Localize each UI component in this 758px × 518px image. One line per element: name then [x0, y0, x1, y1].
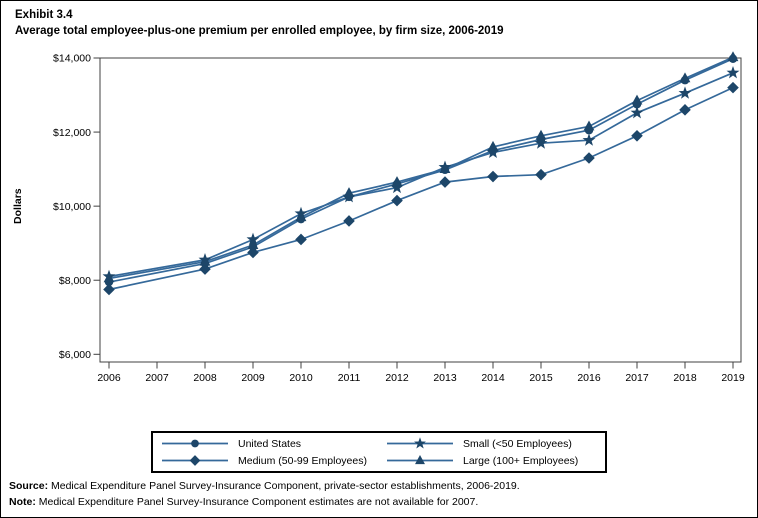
legend-item-large: Large (100+ Employees) — [384, 453, 599, 468]
series-line-triangle — [108, 56, 734, 280]
y-tick-label: $8,000 — [59, 275, 91, 287]
x-tick-label: 2007 — [145, 372, 169, 384]
legend-item-medium: Medium (50-99 Employees) — [159, 453, 384, 468]
x-tick-label: 2011 — [338, 372, 361, 384]
star-marker-icon — [387, 437, 453, 449]
x-tick-label: 2012 — [385, 372, 409, 384]
note-text: Medical Expenditure Panel Survey-Insuran… — [35, 496, 479, 508]
x-tick-label: 2017 — [625, 372, 649, 384]
source-label: Source: — [9, 480, 49, 492]
x-tick-label: 2010 — [289, 372, 313, 384]
x-tick-label: 2008 — [193, 372, 217, 384]
series-markers-diamond — [103, 81, 739, 296]
legend-item-small: Small (<50 Employees) — [384, 436, 599, 451]
x-tick-label: 2018 — [673, 372, 697, 384]
x-tick-label: 2016 — [577, 372, 601, 384]
x-axis: 2006 2007 2008 2009 2010 2011 2012 2013 2014 2015… — [97, 362, 745, 384]
legend-label: Large (100+ Employees) — [463, 454, 579, 467]
note-line: Note: Medical Expenditure Panel Survey-I… — [9, 494, 520, 510]
y-tick-label: $10,000 — [53, 201, 91, 213]
legend-label: Medium (50-99 Employees) — [238, 454, 367, 467]
x-tick-label: 2009 — [241, 372, 265, 384]
series-markers-triangle — [103, 51, 739, 283]
y-axis: $6,000 $8,000 $10,000 $12,000 $14,000 — [53, 53, 100, 361]
exhibit-label: Exhibit 3.4 — [15, 9, 73, 21]
series-markers-circle — [104, 54, 738, 287]
y-tick-label: $6,000 — [59, 349, 91, 361]
legend-label: United States — [238, 437, 302, 450]
legend-item-united-states: United States — [159, 436, 384, 451]
x-tick-label: 2006 — [97, 372, 121, 384]
title-block: Exhibit 3.4 Average total employee-plus-… — [15, 7, 504, 39]
x-tick-label: 2019 — [721, 372, 745, 384]
triangle-marker-icon — [387, 454, 453, 465]
y-tick-label: $14,000 — [53, 53, 91, 65]
footer-block: Source: Medical Expenditure Panel Survey… — [9, 478, 520, 510]
y-axis-label: Dollars — [12, 188, 24, 224]
series-line-circle — [108, 57, 734, 283]
x-tick-label: 2013 — [433, 372, 457, 384]
circle-marker-icon — [162, 439, 228, 448]
premium-line-chart: $6,000 $8,000 $10,000 $12,000 $14,000 Dollars… — [12, 51, 745, 384]
legend-label: Small (<50 Employees) — [463, 437, 572, 450]
diamond-marker-icon — [162, 455, 228, 466]
x-tick-label: 2014 — [481, 372, 505, 384]
y-tick-label: $12,000 — [53, 127, 91, 139]
series-markers-star — [102, 66, 740, 283]
chart-title: Average total employee-plus-one premium … — [15, 25, 504, 37]
source-text: Medical Expenditure Panel Survey-Insuran… — [48, 480, 520, 492]
chart-legend: United States Small (<50 Employees) Medi… — [151, 431, 607, 473]
source-line: Source: Medical Expenditure Panel Survey… — [9, 478, 520, 494]
x-tick-label: 2015 — [529, 372, 553, 384]
plot-border — [99, 57, 742, 363]
note-label: Note: — [9, 496, 36, 508]
